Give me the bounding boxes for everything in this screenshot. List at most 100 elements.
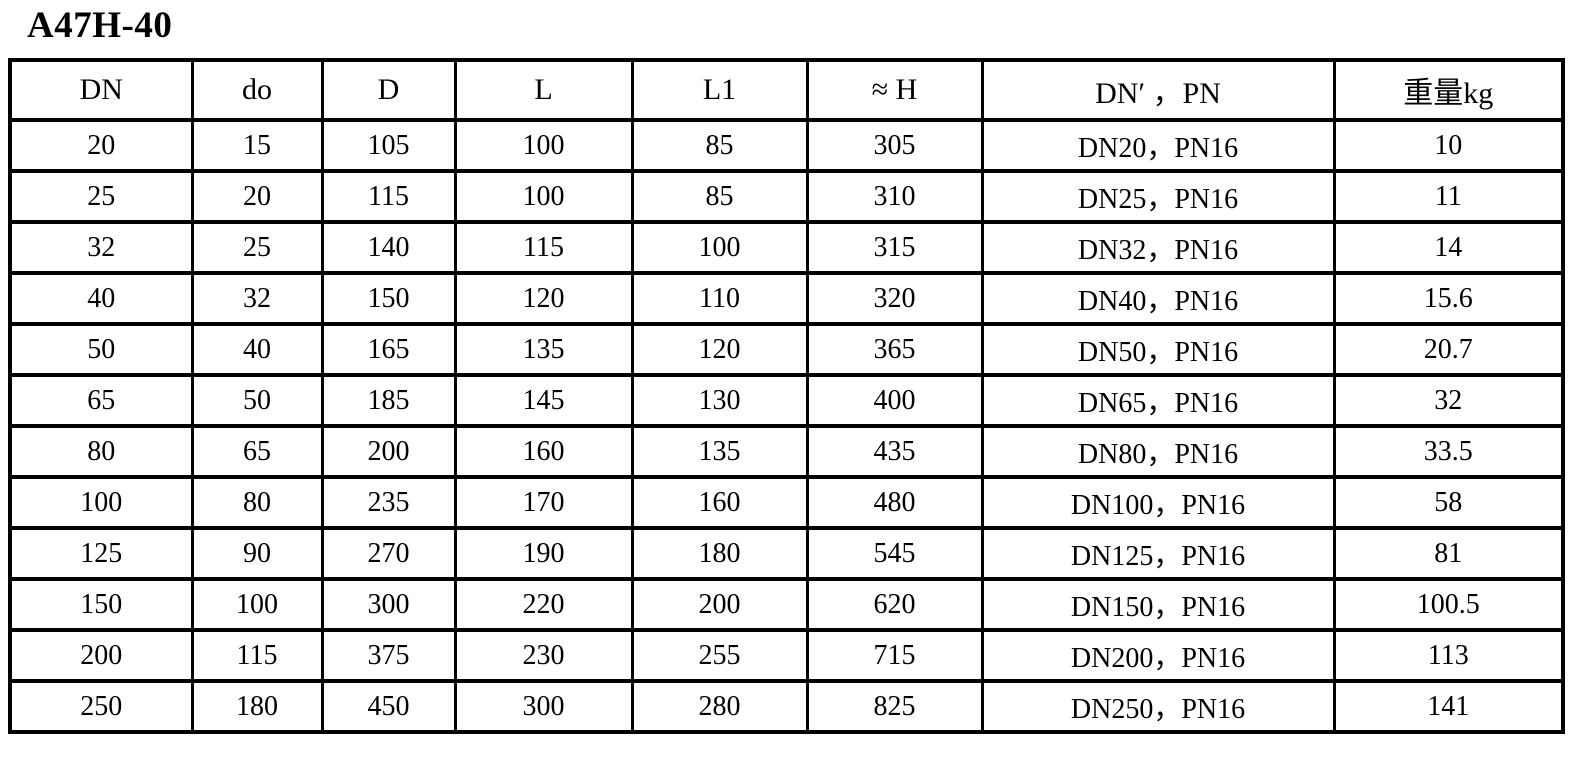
column-header-l: L [453,58,634,122]
table-cell: DN250，PN16 [980,679,1336,734]
table-cell: 255 [630,628,809,683]
table-cell: 120 [453,271,634,326]
table-cell: 480 [805,475,984,530]
table-cell: 180 [190,679,324,734]
table-cell: 220 [453,577,634,632]
table-cell: 165 [320,322,457,377]
table-cell: 113 [1332,628,1565,683]
table-cell: 40 [8,271,194,326]
table-row: 80 65 200 160 135 435 DN80，PN16 33.5 [8,424,1565,479]
table-cell: 100 [8,475,194,530]
table-cell: 435 [805,424,984,479]
table-cell: 130 [630,373,809,428]
table-header: DN do D L L1 ≈ H DN′ ，PN 重量kg [8,58,1565,122]
table-row: 40 32 150 120 110 320 DN40，PN16 15.6 [8,271,1565,326]
valve-spec-table: DN do D L L1 ≈ H DN′ ，PN 重量kg 20 15 105 100… [8,58,1565,734]
table-cell: DN25，PN16 [980,169,1336,224]
table-cell: 100 [453,118,634,173]
table-cell: 150 [8,577,194,632]
table-cell: 235 [320,475,457,530]
table-cell: DN20，PN16 [980,118,1336,173]
table-cell: 33.5 [1332,424,1565,479]
table-cell: 100 [190,577,324,632]
table-cell: 25 [190,220,324,275]
table-cell: 141 [1332,679,1565,734]
table-cell: 100.5 [1332,577,1565,632]
table-cell: 545 [805,526,984,581]
page-title: A47H-40 [27,5,173,46]
table-cell: 150 [320,271,457,326]
table-cell: 32 [8,220,194,275]
table-cell: 310 [805,169,984,224]
table-cell: 365 [805,322,984,377]
table-cell: 200 [630,577,809,632]
table-cell: 135 [630,424,809,479]
table-cell: 20 [8,118,194,173]
table-cell: 20 [190,169,324,224]
table-cell: 100 [453,169,634,224]
table-cell: 300 [320,577,457,632]
column-header-dn-pn: DN′ ，PN [980,58,1336,122]
table-cell: DN200，PN16 [980,628,1336,683]
table-cell: 110 [630,271,809,326]
table-cell: 40 [190,322,324,377]
table-cell: 20.7 [1332,322,1565,377]
table-cell: 50 [8,322,194,377]
table-cell: 25 [8,169,194,224]
table-cell: 140 [320,220,457,275]
table-cell: 115 [190,628,324,683]
table-cell: DN50，PN16 [980,322,1336,377]
table-cell: 200 [320,424,457,479]
table-cell: 160 [453,424,634,479]
table-cell: 15 [190,118,324,173]
table-cell: 250 [8,679,194,734]
table-cell: 270 [320,526,457,581]
table-cell: 450 [320,679,457,734]
table-cell: 80 [190,475,324,530]
column-header-approx-h: ≈ H [805,58,984,122]
table-cell: 15.6 [1332,271,1565,326]
table-cell: 90 [190,526,324,581]
header-row: DN do D L L1 ≈ H DN′ ，PN 重量kg [8,58,1565,122]
table-cell: 65 [8,373,194,428]
table-cell: 50 [190,373,324,428]
table-cell: 280 [630,679,809,734]
table-cell: 58 [1332,475,1565,530]
table-cell: 230 [453,628,634,683]
table-row: 50 40 165 135 120 365 DN50，PN16 20.7 [8,322,1565,377]
table-cell: 375 [320,628,457,683]
table-cell: 305 [805,118,984,173]
column-header-do: do [190,58,324,122]
table-cell: DN80，PN16 [980,424,1336,479]
table-row: 32 25 140 115 100 315 DN32，PN16 14 [8,220,1565,275]
table-row: 250 180 450 300 280 825 DN250，PN16 141 [8,679,1565,734]
table-cell: 32 [1332,373,1565,428]
table-cell: 32 [190,271,324,326]
table-cell: 135 [453,322,634,377]
column-header-l1: L1 [630,58,809,122]
table-cell: 115 [453,220,634,275]
table-cell: 105 [320,118,457,173]
table-row: 20 15 105 100 85 305 DN20，PN16 10 [8,118,1565,173]
table-body: 20 15 105 100 85 305 DN20，PN16 10 25 20 115 100 85 31… [8,118,1565,734]
table-cell: 85 [630,118,809,173]
table-row: 125 90 270 190 180 545 DN125，PN16 81 [8,526,1565,581]
table-cell: 65 [190,424,324,479]
table-cell: 715 [805,628,984,683]
table-cell: 620 [805,577,984,632]
column-header-d: D [320,58,457,122]
table-cell: DN32，PN16 [980,220,1336,275]
table-cell: DN65，PN16 [980,373,1336,428]
table-cell: 320 [805,271,984,326]
table-cell: 160 [630,475,809,530]
table-cell: DN150，PN16 [980,577,1336,632]
table-cell: 300 [453,679,634,734]
table-cell: DN100，PN16 [980,475,1336,530]
table-cell: 190 [453,526,634,581]
table-cell: 185 [320,373,457,428]
table-cell: 14 [1332,220,1565,275]
table-cell: 400 [805,373,984,428]
table-cell: 85 [630,169,809,224]
table-cell: 80 [8,424,194,479]
